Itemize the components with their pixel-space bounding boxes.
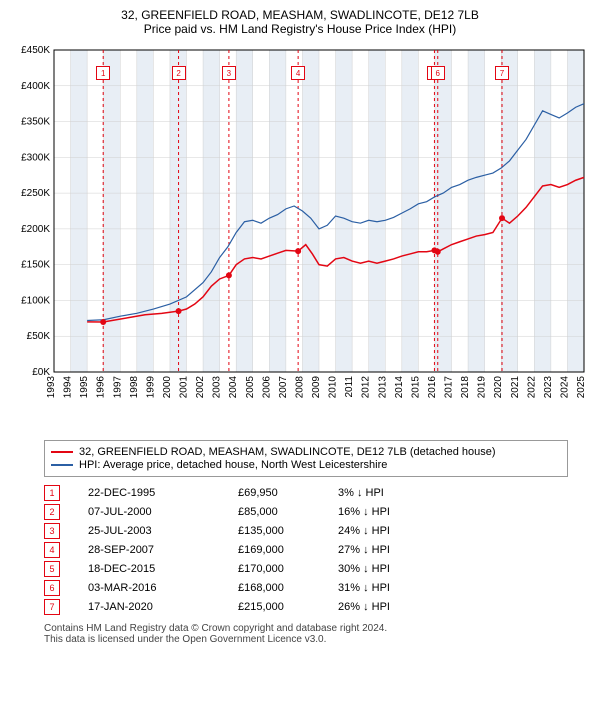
chart-sale-marker: 3 (222, 66, 236, 80)
svg-text:2023: 2023 (543, 376, 554, 399)
legend-label: HPI: Average price, detached house, Nort… (79, 459, 387, 471)
svg-text:2025: 2025 (576, 376, 587, 399)
sale-price: £168,000 (238, 582, 338, 594)
svg-text:2009: 2009 (311, 376, 322, 399)
svg-text:£350K: £350K (21, 117, 50, 128)
svg-text:2011: 2011 (344, 376, 355, 398)
sale-marker-icon: 7 (44, 599, 60, 615)
sale-date: 22-DEC-1995 (88, 487, 238, 499)
sale-price: £135,000 (238, 525, 338, 537)
svg-text:£300K: £300K (21, 152, 50, 163)
svg-text:2016: 2016 (427, 376, 438, 399)
svg-text:2004: 2004 (228, 376, 239, 399)
svg-text:2013: 2013 (377, 376, 388, 399)
sale-price: £69,950 (238, 487, 338, 499)
footer-line: This data is licensed under the Open Gov… (44, 634, 592, 645)
svg-text:1993: 1993 (46, 376, 57, 399)
sale-marker-icon: 6 (44, 580, 60, 596)
sale-date: 07-JUL-2000 (88, 506, 238, 518)
svg-text:2010: 2010 (328, 376, 339, 399)
sale-marker-icon: 1 (44, 485, 60, 501)
svg-text:2015: 2015 (410, 376, 421, 399)
svg-text:1994: 1994 (63, 376, 74, 399)
legend-line-icon (51, 451, 73, 453)
sale-price: £215,000 (238, 601, 338, 613)
legend-series-hpi: HPI: Average price, detached house, Nort… (51, 459, 561, 471)
sale-diff: 3% ↓ HPI (338, 487, 458, 499)
svg-text:2000: 2000 (162, 376, 173, 399)
svg-text:£200K: £200K (21, 224, 50, 235)
svg-text:2020: 2020 (493, 376, 504, 399)
price-chart: £0K£50K£100K£150K£200K£250K£300K£350K£40… (8, 42, 588, 432)
chart-sale-marker: 4 (291, 66, 305, 80)
footer: Contains HM Land Registry data © Crown c… (44, 623, 592, 645)
svg-text:£250K: £250K (21, 188, 50, 199)
svg-text:2021: 2021 (510, 376, 521, 399)
chart-sale-marker: 6 (431, 66, 445, 80)
page-subtitle: Price paid vs. HM Land Registry's House … (8, 22, 592, 36)
sale-date: 03-MAR-2016 (88, 582, 238, 594)
legend: 32, GREENFIELD ROAD, MEASHAM, SWADLINCOT… (44, 440, 568, 477)
sale-date: 17-JAN-2020 (88, 601, 238, 613)
legend-series-property: 32, GREENFIELD ROAD, MEASHAM, SWADLINCOT… (51, 446, 561, 458)
legend-line-icon (51, 464, 73, 466)
svg-text:2008: 2008 (294, 376, 305, 399)
footer-line: Contains HM Land Registry data © Crown c… (44, 623, 592, 634)
table-row: 7 17-JAN-2020£215,00026% ↓ HPI (44, 599, 592, 615)
svg-text:2002: 2002 (195, 376, 206, 399)
svg-text:2014: 2014 (394, 376, 405, 399)
svg-text:2012: 2012 (361, 376, 372, 399)
table-row: 4 28-SEP-2007£169,00027% ↓ HPI (44, 542, 592, 558)
sale-price: £169,000 (238, 544, 338, 556)
svg-text:2018: 2018 (460, 376, 471, 399)
legend-label: 32, GREENFIELD ROAD, MEASHAM, SWADLINCOT… (79, 446, 496, 458)
svg-text:1998: 1998 (129, 376, 140, 399)
chart-sale-marker: 1 (96, 66, 110, 80)
table-row: 2 07-JUL-2000£85,00016% ↓ HPI (44, 504, 592, 520)
svg-text:£400K: £400K (21, 81, 50, 92)
svg-text:2017: 2017 (444, 376, 455, 399)
svg-text:1996: 1996 (96, 376, 107, 399)
sale-price: £170,000 (238, 563, 338, 575)
sale-price: £85,000 (238, 506, 338, 518)
svg-text:1997: 1997 (112, 376, 123, 399)
svg-text:2006: 2006 (261, 376, 272, 399)
chart-sale-marker: 7 (495, 66, 509, 80)
svg-text:£100K: £100K (21, 295, 50, 306)
svg-text:£150K: £150K (21, 260, 50, 271)
svg-text:1999: 1999 (145, 376, 156, 399)
sale-diff: 31% ↓ HPI (338, 582, 458, 594)
sale-marker-icon: 5 (44, 561, 60, 577)
svg-text:£450K: £450K (21, 45, 50, 56)
table-row: 3 25-JUL-2003£135,00024% ↓ HPI (44, 523, 592, 539)
sale-marker-icon: 3 (44, 523, 60, 539)
table-row: 5 18-DEC-2015£170,00030% ↓ HPI (44, 561, 592, 577)
svg-text:2003: 2003 (212, 376, 223, 399)
sale-diff: 30% ↓ HPI (338, 563, 458, 575)
sale-diff: 24% ↓ HPI (338, 525, 458, 537)
sale-date: 25-JUL-2003 (88, 525, 238, 537)
sale-date: 18-DEC-2015 (88, 563, 238, 575)
sale-marker-icon: 4 (44, 542, 60, 558)
table-row: 1 22-DEC-1995£69,9503% ↓ HPI (44, 485, 592, 501)
svg-text:2007: 2007 (278, 376, 289, 399)
svg-text:2019: 2019 (477, 376, 488, 399)
table-row: 6 03-MAR-2016£168,00031% ↓ HPI (44, 580, 592, 596)
sales-table: 122-DEC-1995£69,9503% ↓ HPI207-JUL-2000£… (44, 485, 592, 615)
sale-diff: 27% ↓ HPI (338, 544, 458, 556)
svg-text:2005: 2005 (245, 376, 256, 399)
svg-text:1995: 1995 (79, 376, 90, 399)
sale-diff: 26% ↓ HPI (338, 601, 458, 613)
svg-text:2024: 2024 (559, 376, 570, 399)
sale-marker-icon: 2 (44, 504, 60, 520)
svg-text:2022: 2022 (526, 376, 537, 399)
page-title: 32, GREENFIELD ROAD, MEASHAM, SWADLINCOT… (8, 8, 592, 22)
svg-text:2001: 2001 (179, 376, 190, 399)
sale-diff: 16% ↓ HPI (338, 506, 458, 518)
sale-date: 28-SEP-2007 (88, 544, 238, 556)
chart-sale-marker: 2 (172, 66, 186, 80)
svg-text:£50K: £50K (27, 331, 51, 342)
